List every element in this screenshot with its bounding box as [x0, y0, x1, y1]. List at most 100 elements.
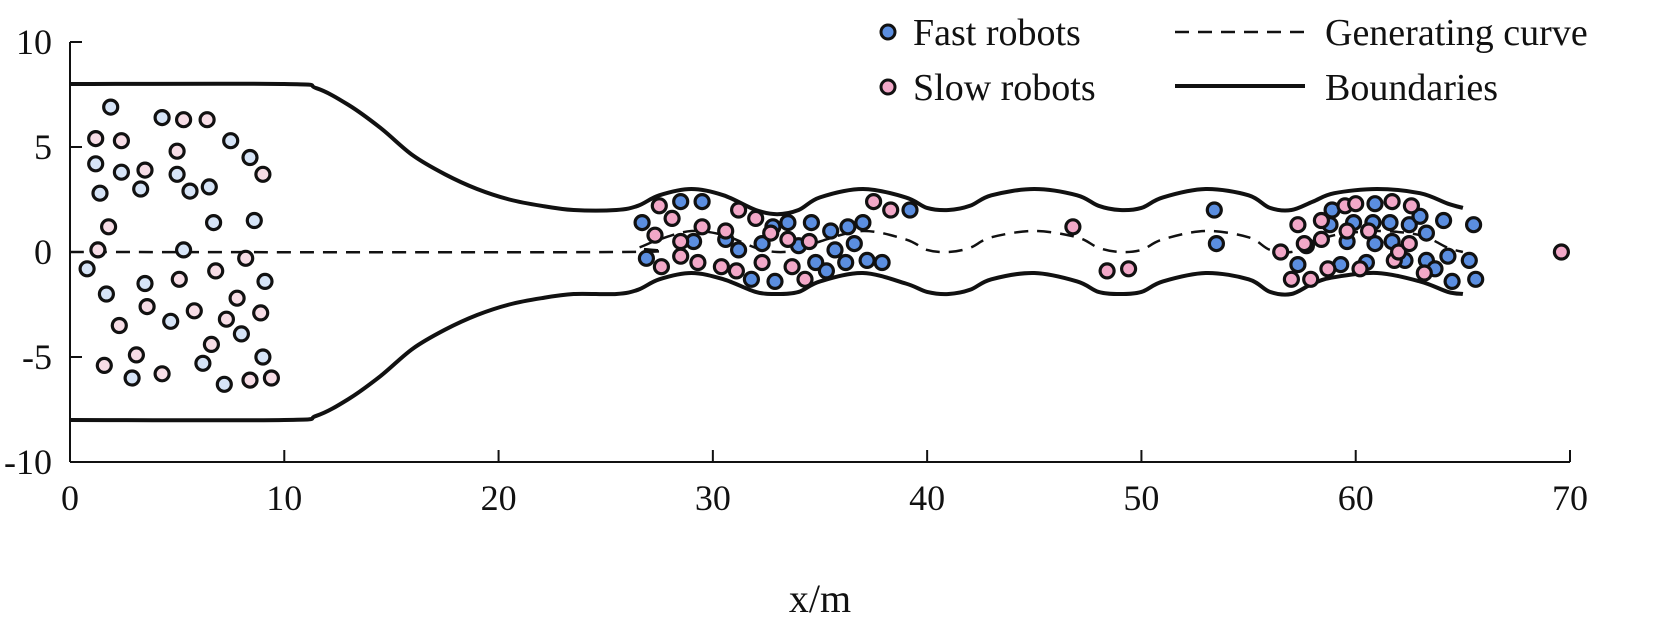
slow-robot-point: [864, 193, 883, 211]
initial-robot-point: [205, 214, 223, 232]
slow-robot-point: [729, 201, 748, 219]
fast-robot-point: [779, 214, 797, 232]
slow-robot-point: [796, 270, 814, 288]
initial-robot-point: [215, 375, 233, 393]
slow-robot-point: [1552, 243, 1571, 261]
initial-robot-point: [256, 272, 274, 290]
slow-robot-point: [1402, 197, 1421, 215]
legend-fast-marker: [879, 23, 897, 41]
fast-robot-point: [901, 201, 919, 219]
slow-robot-point: [1312, 211, 1331, 230]
legend-item-boundaries: Boundaries: [1175, 67, 1498, 109]
fast-robot-point: [1366, 195, 1384, 213]
fast-robot-point: [753, 235, 771, 253]
plot-area: [69, 81, 1571, 423]
x-tick-label: 50: [1123, 478, 1159, 518]
slow-robot-point: [762, 224, 780, 242]
initial-robot-point: [78, 260, 96, 278]
fast-robot-point: [1205, 201, 1223, 219]
initial-robot-point: [207, 262, 225, 280]
fast-robot-point: [729, 241, 748, 259]
fast-robot-point: [1381, 214, 1399, 232]
generating-curve-line: [69, 229, 1464, 254]
legend-item-fast-robots: Fast robots: [879, 12, 1081, 54]
fast-robot-point: [854, 214, 872, 232]
fast-robot-point: [837, 253, 855, 272]
slow-robot-point: [1338, 222, 1356, 240]
initial-robot-point: [245, 211, 263, 230]
slow-robot-point: [663, 209, 681, 227]
slow-robot-point: [1064, 218, 1082, 236]
initial-robot-point: [112, 132, 131, 150]
slow-robot-point: [1383, 193, 1401, 211]
slow-robot-point: [672, 247, 690, 265]
slow-robot-point: [1119, 260, 1138, 278]
fast-robot-point: [1411, 207, 1429, 225]
fast-robot-point: [845, 235, 863, 253]
slow-robot-point: [650, 197, 668, 215]
initial-robot-point: [162, 312, 180, 330]
initial-robot-point: [112, 163, 131, 181]
slow-robot-point: [1389, 243, 1408, 261]
fast-robot-point: [637, 249, 656, 267]
initial-robot-point: [241, 148, 259, 167]
fast-robot-point: [672, 193, 690, 211]
x-tick-label: 70: [1552, 478, 1588, 518]
initial-robot-point: [95, 356, 113, 374]
x-tick-label: 0: [61, 478, 79, 518]
slow-robot-point: [717, 222, 735, 240]
legend-item-slow-robots: Slow robots: [879, 67, 1096, 109]
fast-robot-point: [873, 253, 891, 272]
initial-robot-point: [153, 108, 171, 127]
initial-robot-point: [138, 298, 156, 316]
initial-robot-point: [87, 130, 105, 148]
initial-robot-point: [237, 249, 255, 267]
initial-robot-point: [136, 161, 154, 179]
fast-robot-point: [817, 262, 836, 280]
x-tick-label: 10: [266, 478, 302, 518]
initial-robot-point: [170, 270, 188, 288]
slow-robot-point: [1415, 264, 1433, 282]
x-axis-label: x/m: [789, 576, 851, 621]
robot-points: [78, 98, 1571, 393]
slow-robot-point: [1347, 195, 1365, 213]
initial-robot-point: [202, 335, 220, 353]
x-ticks: 0 10 20 30 40 50 60 70: [61, 450, 1588, 518]
fast-robot-point: [1434, 211, 1453, 230]
initial-robot-point: [136, 274, 154, 293]
initial-robot-point: [99, 218, 118, 236]
fast-robot-point: [1439, 247, 1457, 265]
fast-robot-point: [858, 251, 876, 269]
slow-robot-point: [1319, 260, 1337, 278]
boundary-upper-line: [69, 81, 1464, 217]
fast-robot-point: [693, 193, 711, 211]
fast-robot-point: [822, 222, 840, 240]
initial-robot-point: [181, 182, 199, 200]
fast-robot-point: [1467, 270, 1485, 288]
slow-robot-point: [727, 262, 746, 280]
fast-robot-point: [839, 218, 857, 236]
fast-robot-point: [807, 253, 825, 272]
slow-robot-point: [747, 209, 765, 227]
slow-robot-point: [1282, 270, 1301, 288]
legend-slow-label: Slow robots: [913, 67, 1096, 109]
initial-robot-point: [127, 346, 145, 364]
legend-boundaries-label: Boundaries: [1325, 67, 1498, 109]
legend-item-generating-curve: Generating curve: [1175, 12, 1588, 54]
fast-robot-point: [1400, 216, 1418, 234]
legend-generating-curve-label: Generating curve: [1325, 12, 1588, 54]
y-tick-label: 10: [16, 22, 52, 62]
initial-robot-point: [241, 371, 259, 389]
initial-robot-point: [262, 369, 280, 387]
fast-robot-point: [1443, 272, 1461, 290]
fast-robot-point: [1460, 251, 1478, 269]
fast-robot-point: [826, 241, 844, 259]
slow-robot-point: [1302, 270, 1320, 288]
initial-robot-point: [200, 178, 218, 196]
slow-robot-point: [1289, 216, 1307, 234]
fast-robot-point: [802, 214, 821, 232]
legend-slow-marker: [879, 78, 897, 96]
initial-robot-point: [97, 285, 116, 303]
fast-robot-point: [742, 270, 761, 288]
